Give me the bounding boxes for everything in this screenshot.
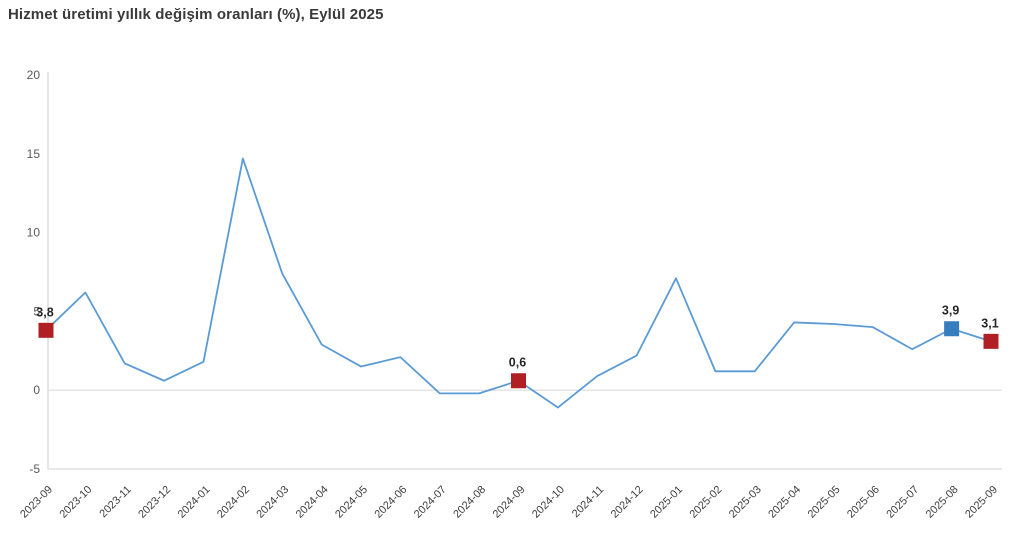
data-marker (983, 333, 999, 349)
marker-value-label: 3,1 (981, 316, 998, 330)
x-tick-label: 2024-04 (294, 484, 331, 521)
chart-title: Hizmet üretimi yıllık değişim oranları (… (8, 6, 384, 23)
y-tick-label: 15 (27, 147, 41, 161)
x-tick-label: 2024-05 (333, 484, 370, 521)
series-line (45, 157, 992, 409)
x-tick-label: 2025-06 (845, 484, 882, 521)
x-tick-label: 2025-01 (648, 484, 685, 521)
x-tick-label: 2024-11 (570, 484, 606, 520)
y-tick-label: 5 (33, 304, 40, 318)
x-tick-label: 2023-10 (57, 484, 94, 521)
x-tick-label: 2024-10 (530, 484, 567, 521)
x-tick-label: 2023-09 (18, 484, 55, 521)
x-tick-label: 2024-09 (491, 484, 528, 521)
x-tick-label: 2024-03 (254, 484, 291, 521)
y-tick-label: 0 (33, 383, 40, 397)
x-tick-label: 2025-04 (766, 484, 803, 521)
x-tick-label: 2025-08 (924, 484, 961, 521)
data-marker (511, 373, 526, 389)
y-tick-label: 20 (27, 68, 41, 82)
marker-value-label: 3,9 (942, 304, 959, 318)
x-tick-label: 2025-02 (687, 484, 724, 521)
x-tick-label: 2024-06 (372, 484, 409, 521)
x-tick-label: 2023-12 (136, 484, 173, 521)
x-tick-label: 2025-07 (884, 484, 921, 521)
x-tick-label: 2023-11 (97, 484, 133, 520)
x-tick-label: 2024-08 (451, 484, 488, 521)
x-tick-label: 2024-01 (176, 484, 213, 521)
y-tick-label: -5 (29, 462, 40, 476)
marker-value-label: 3,8 (36, 305, 53, 319)
data-marker (38, 322, 54, 338)
x-tick-label: 2025-05 (806, 484, 843, 521)
y-tick-label: 10 (27, 226, 41, 240)
x-tick-label: 2024-12 (609, 484, 646, 521)
marker-value-label: 0,6 (509, 356, 526, 370)
data-marker (944, 321, 960, 337)
x-tick-label: 2024-07 (412, 484, 449, 521)
x-tick-label: 2025-03 (727, 484, 764, 521)
x-tick-label: 2025-09 (963, 484, 1000, 521)
x-tick-label: 2024-02 (215, 484, 252, 521)
